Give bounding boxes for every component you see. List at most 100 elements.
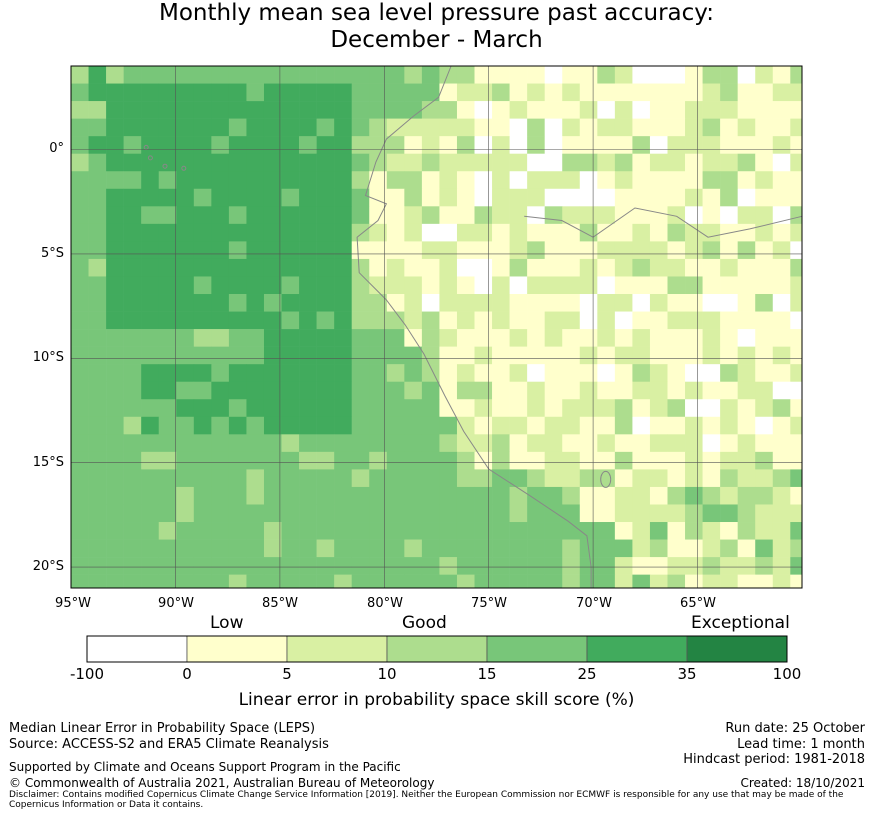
skill-cell (386, 522, 405, 540)
skill-cell (421, 101, 440, 119)
skill-cell (772, 188, 791, 207)
skill-cell (755, 329, 774, 347)
skill-cell (281, 136, 300, 154)
skill-cell (790, 399, 803, 418)
skill-cell (737, 381, 756, 400)
skill-cell (579, 136, 598, 154)
skill-cell (527, 364, 545, 383)
skill-cell (299, 574, 317, 589)
skill-cell (772, 364, 791, 383)
skill-cell (790, 171, 803, 190)
skill-cell (790, 381, 803, 400)
skill-cell (211, 66, 230, 84)
skill-cell (790, 329, 803, 347)
skill-cell (720, 399, 738, 418)
skill-cell (141, 364, 160, 383)
skill-cell (404, 311, 423, 330)
skill-cell (614, 434, 633, 453)
skill-cell (474, 83, 493, 102)
skill-cell (614, 223, 633, 242)
skill-cell (106, 574, 124, 589)
skill-cell (123, 416, 142, 435)
skill-cell (632, 188, 651, 207)
skill-cell (88, 153, 107, 172)
skill-cell (299, 118, 317, 137)
skill-cell (246, 399, 265, 418)
skill-cell (88, 223, 107, 242)
skill-cell (404, 574, 423, 589)
skill-cell (71, 118, 89, 137)
skill-cell (527, 504, 545, 523)
skill-cell (737, 276, 756, 295)
skill-cell (544, 434, 563, 453)
skill-cell (386, 171, 405, 190)
skill-cell (790, 416, 803, 435)
skill-cell (579, 522, 598, 540)
skill-cell (562, 101, 581, 119)
skill-cell (211, 329, 230, 347)
skill-cell (211, 188, 230, 207)
skill-cell (492, 329, 510, 347)
skill-cell (386, 258, 405, 277)
skill-cell (439, 188, 458, 207)
skill-cell (369, 311, 388, 330)
skill-cell (755, 188, 774, 207)
skill-cell (492, 258, 510, 277)
skill-cell (544, 557, 563, 575)
skill-cell (456, 451, 475, 470)
skill-cell (334, 83, 352, 102)
skill-cell (562, 557, 581, 575)
skill-cell (527, 118, 545, 137)
skill-cell (369, 346, 388, 365)
skill-cell (263, 486, 282, 505)
skill-cell (211, 574, 230, 589)
skill-cell (649, 364, 668, 383)
skill-cell (685, 486, 703, 505)
skill-cell (597, 416, 616, 435)
skill-cell (71, 294, 89, 312)
skill-cell (386, 294, 405, 312)
skill-cell (579, 258, 598, 277)
skill-cell (71, 346, 89, 365)
skill-cell (193, 188, 212, 207)
skill-cell (772, 241, 791, 260)
skill-cell (281, 522, 300, 540)
skill-cell (386, 188, 405, 207)
skill-cell (176, 311, 195, 330)
skill-cell (88, 416, 107, 435)
skill-cell (755, 83, 774, 102)
colorbar-tick: 100 (772, 665, 802, 683)
skill-cell (772, 101, 791, 119)
skill-cell (562, 469, 581, 488)
skill-cell (632, 346, 651, 365)
skill-cell (579, 188, 598, 207)
skill-cell (386, 118, 405, 137)
skill-cell (474, 258, 493, 277)
skill-cell (649, 171, 668, 190)
skill-cell (123, 206, 142, 225)
skill-cell (755, 311, 774, 330)
skill-cell (772, 451, 791, 470)
skill-cell (474, 223, 493, 242)
lon-label-65w: 65°W (680, 596, 716, 611)
skill-cell (71, 311, 89, 330)
skill-cell (316, 101, 335, 119)
skill-cell (193, 171, 212, 190)
skill-cell (246, 522, 265, 540)
skill-cell (71, 136, 89, 154)
skill-cell (649, 486, 668, 505)
skill-cell (141, 504, 160, 523)
skill-cell (632, 557, 651, 575)
skill-cell (649, 557, 668, 575)
skill-cell (351, 294, 370, 312)
skill-cell (421, 557, 440, 575)
skill-cell (720, 276, 738, 295)
skill-cell (386, 136, 405, 154)
skill-cell (263, 451, 282, 470)
skill-cell (492, 136, 510, 154)
skill-cell (369, 329, 388, 347)
colorbar-tick: 5 (282, 665, 292, 683)
skill-cell (492, 171, 510, 190)
skill-cell (685, 504, 703, 523)
skill-cell (351, 276, 370, 295)
